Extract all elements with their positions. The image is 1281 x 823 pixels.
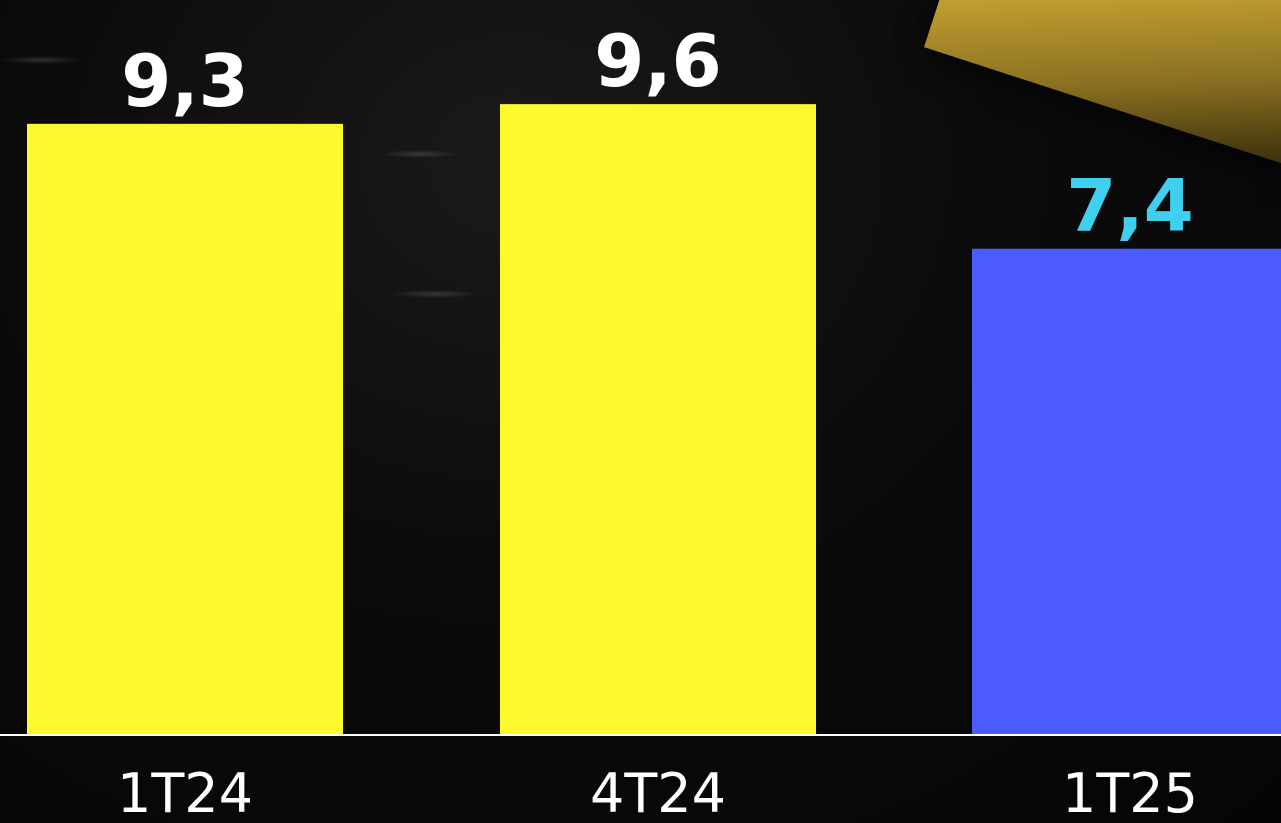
x-tick-label-4t24: 4T24 bbox=[590, 762, 726, 823]
background-streak bbox=[390, 290, 480, 298]
x-tick-label-1t25: 1T25 bbox=[1062, 762, 1198, 823]
background-streak bbox=[0, 56, 80, 64]
data-label-1t24: 9,3 bbox=[121, 39, 249, 123]
bars-group bbox=[27, 104, 1281, 736]
data-label-4t24: 9,6 bbox=[594, 19, 722, 103]
x-tick-label-1t24: 1T24 bbox=[117, 762, 253, 823]
value-labels-group: 9,3 9,6 7,4 bbox=[121, 19, 1194, 248]
background-streak bbox=[380, 150, 460, 158]
bar-4t24 bbox=[500, 104, 816, 735]
bar-1t25 bbox=[972, 248, 1281, 735]
x-tick-labels-group: 1T24 4T24 1T25 bbox=[117, 762, 1198, 823]
bar-1t24 bbox=[27, 123, 343, 736]
data-label-1t25: 7,4 bbox=[1066, 164, 1194, 248]
